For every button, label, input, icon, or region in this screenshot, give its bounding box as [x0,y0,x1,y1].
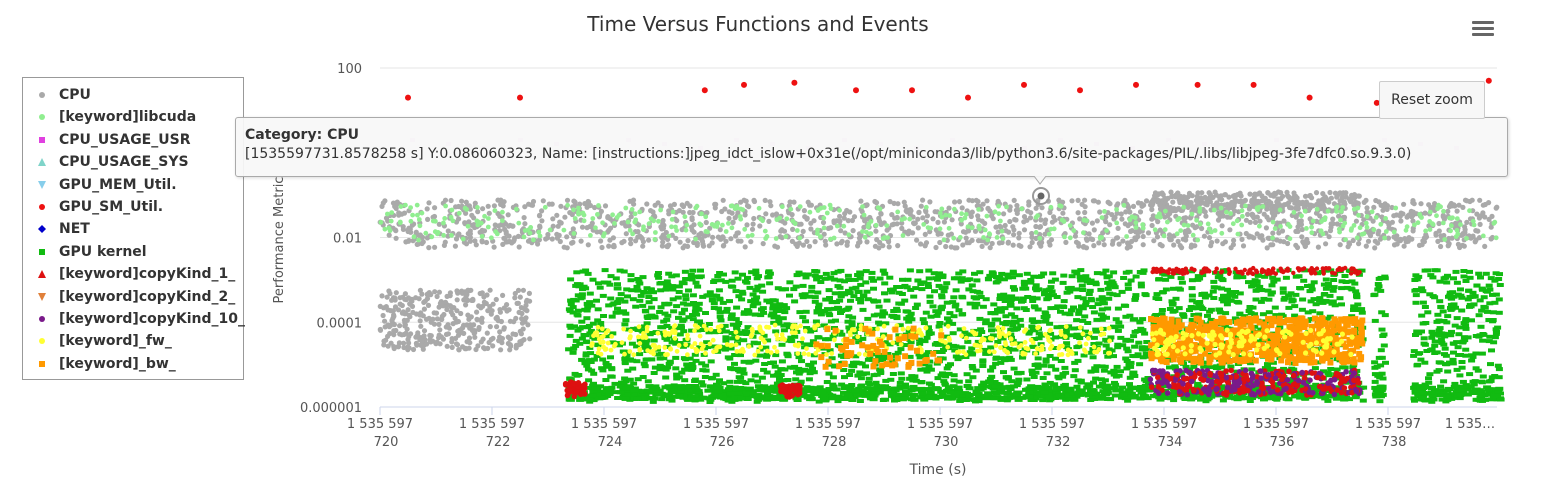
legend-label: [keyword]copyKind_2_ [59,288,236,305]
y-tick-label: 100 [337,62,362,77]
legend-item[interactable]: [keyword]_bw_ [37,354,176,374]
legend-label: CPU_USAGE_USR [59,131,191,148]
tooltip-category-value: CPU [327,127,359,143]
x-tick-label-line2: 736 [1270,435,1295,450]
legend-item[interactable]: [keyword]copyKind_2_ [37,287,235,307]
x-axis-label: Time (s) [909,462,967,478]
legend-label: GPU kernel [59,243,147,260]
data-point-gpu-sm-util[interactable] [1021,81,1027,88]
data-point-gpu-sm-util[interactable] [1133,81,1139,88]
legend-label: GPU_MEM_Util. [59,176,177,193]
legend-item[interactable]: [keyword]copyKind_1_ [37,264,235,284]
data-point-gpu-sm-util[interactable] [1306,94,1313,101]
legend-item[interactable]: [keyword]_fw_ [37,331,172,351]
data-point-gpu-sm-util[interactable] [405,94,411,101]
x-tick-label-line2: 726 [710,435,735,450]
x-tick-label-line2: 738 [1382,435,1407,450]
x-tick-label-line2: 720 [374,435,399,450]
legend-label: NET [59,221,90,238]
data-point-gpu-sm-util[interactable] [965,94,971,101]
x-tick-label: 1 535 597 [1019,417,1085,432]
hamburger-menu-icon[interactable] [1468,16,1498,42]
legend-symbol-icon [37,336,47,346]
legend-symbol-icon [37,157,47,167]
data-point-gpu-sm-util[interactable] [1194,81,1201,88]
x-tick-label: 1 535 597 [459,417,525,432]
legend-label: [keyword]_fw_ [59,333,172,350]
legend-symbol-icon [37,135,47,145]
x-tick-label: 1 535 597 [347,417,413,432]
legend-symbol-icon [37,90,47,100]
data-point-gpu-sm-util[interactable] [1250,81,1257,88]
legend: CPU [keyword]libcuda CPU_USAGE_USR CPU_USAG… [22,77,245,380]
chart-title: Time Versus Functions and Events [586,12,928,36]
x-tick-label: 1 535 597 [1243,417,1309,432]
y-tick-label: 0.000001 [300,401,362,416]
x-tick-label: 1 535 597 [1355,417,1421,432]
x-tick-label: 1 535 597 [795,417,861,432]
x-tick-label-line2: 728 [822,435,847,450]
legend-item[interactable]: CPU_USAGE_SYS [37,152,189,172]
legend-symbol-icon [37,292,47,302]
legend-label: [keyword]libcuda [59,109,197,126]
x-tick-label: 1 535… [1445,417,1495,432]
legend-item[interactable]: CPU [37,85,91,105]
y-tick-label: 0.01 [333,232,362,247]
legend-symbol-icon [37,269,47,279]
data-point-gpu-sm-util[interactable] [909,87,915,94]
y-axis-label: Performance Metric [272,177,287,304]
legend-symbol-icon [37,112,47,122]
legend-label: CPU [59,87,91,103]
legend-label: CPU_USAGE_SYS [59,154,189,171]
reset-zoom-button[interactable]: Reset zoom [1379,81,1485,119]
legend-symbol-icon [37,202,47,212]
data-point-gpu-sm-util[interactable] [1077,87,1083,94]
legend-item[interactable]: [keyword]libcuda [37,107,196,127]
legend-item[interactable]: GPU_MEM_Util. [37,175,177,195]
legend-label: GPU_SM_Util. [59,199,164,215]
data-point-gpu-sm-util[interactable] [741,81,747,88]
legend-label: [keyword]copyKind_1_ [59,266,236,283]
data-point-gpu-sm-util[interactable] [1373,99,1380,106]
data-point-gpu-sm-util[interactable] [1485,77,1492,84]
hovered-point[interactable] [1032,187,1050,205]
legend-item[interactable]: GPU kernel [37,242,147,262]
x-tick-label-line2: 722 [486,435,511,450]
x-tick-label-line2: 730 [934,435,959,450]
legend-label: [keyword]_bw_ [59,355,176,372]
x-tick-label: 1 535 597 [683,417,749,432]
y-tick-label: 0.0001 [317,316,363,331]
legend-symbol-icon [37,359,47,369]
x-tick-label-line2: 734 [1158,435,1183,450]
legend-item[interactable]: [keyword]copyKind_10_ [37,309,245,329]
x-tick-label: 1 535 597 [571,417,637,432]
data-point-gpu-sm-util[interactable] [701,87,708,94]
x-tick-label: 1 535 597 [1131,417,1197,432]
tooltip-detail: [1535597731.8578258 s] Y:0.086060323, Na… [245,146,1412,162]
data-point-gpu-sm-util[interactable] [791,79,798,86]
x-tick-label: 1 535 597 [907,417,973,432]
data-tooltip: Category: CPU [1535597731.8578258 s] Y:0… [235,117,1508,177]
legend-symbol-icon [37,224,47,234]
legend-symbol-icon [37,180,47,190]
legend-symbol-icon [37,314,47,324]
tooltip-pointer-icon [1034,176,1046,185]
data-point-gpu-sm-util[interactable] [517,94,523,101]
legend-item[interactable]: CPU_USAGE_USR [37,130,190,150]
x-tick-label-line2: 732 [1046,435,1071,450]
legend-symbol-icon [37,247,47,257]
hovered-point-core [1037,192,1045,200]
data-point-gpu-sm-util[interactable] [853,87,859,94]
legend-item[interactable]: NET [37,219,90,239]
legend-item[interactable]: GPU_SM_Util. [37,197,163,217]
legend-label: [keyword]copyKind_10_ [59,311,246,327]
tooltip-category-label: Category: [245,127,323,143]
x-tick-label-line2: 724 [598,435,623,450]
